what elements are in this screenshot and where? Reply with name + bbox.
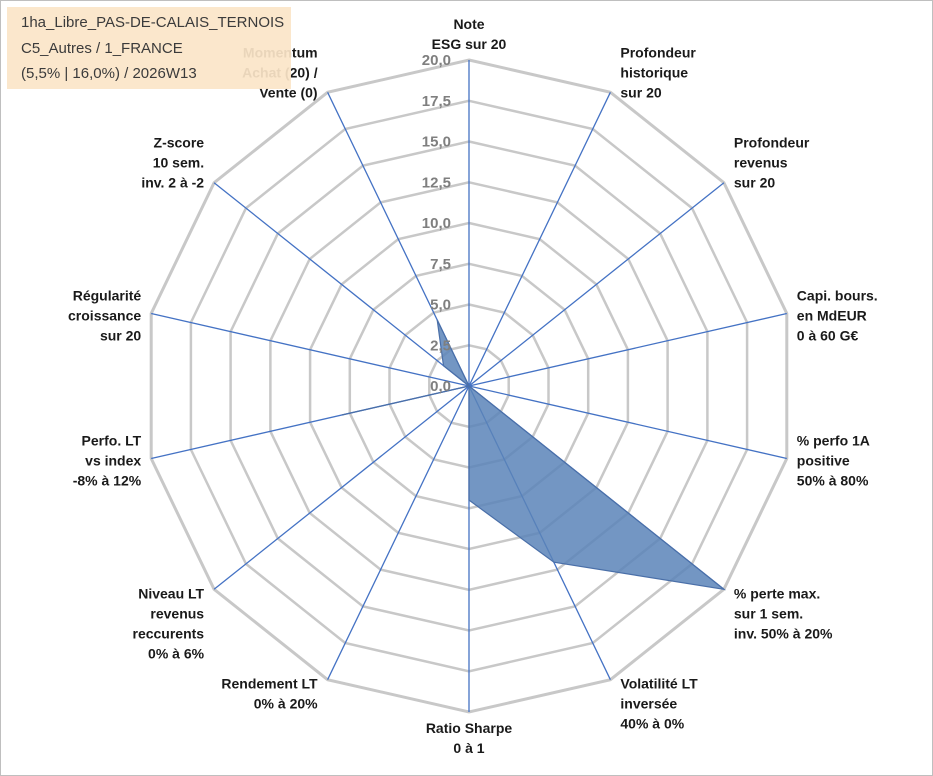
tick-label: 15,0 <box>422 134 451 151</box>
axis-label: Régularité croissance sur 20 <box>68 288 141 344</box>
axis-label-line: reccurents <box>133 625 205 641</box>
tick-label: 20,0 <box>422 52 451 69</box>
axis-label-line: 0 à 1 <box>453 740 484 756</box>
tick-label: 7,5 <box>430 256 451 273</box>
axis-label-line: Perfo. LT <box>82 433 142 449</box>
axis-label-line: positive <box>797 453 850 469</box>
axis-label-line: Z-score <box>154 135 205 151</box>
axis-label-line: % perfo 1A <box>797 433 870 449</box>
axis-spoke <box>468 312 787 387</box>
axis-label-line: sur 1 sem. <box>734 605 803 621</box>
axis-label: Z-score 10 sem. inv. 2 à -2 <box>141 135 204 191</box>
axis-label-line: 0 à 60 G€ <box>797 328 859 344</box>
axis-label-line: sur 20 <box>734 175 775 191</box>
axis-label-line: sur 20 <box>620 84 661 100</box>
axis-label-line: en MdEUR <box>797 308 867 324</box>
axis-label-line: Volatilité LT <box>620 676 698 692</box>
axis-label-line: % perte max. <box>734 585 820 601</box>
axis-label-line: historique <box>620 64 688 80</box>
tick-label: 5,0 <box>430 297 451 314</box>
tick-label: 12,5 <box>422 174 451 191</box>
axis-label: % perfo 1A positive 50% à 80% <box>797 433 870 489</box>
axis-spoke <box>468 182 725 387</box>
axis-label: Rendement LT 0% à 20% <box>221 676 318 712</box>
axis-spoke <box>213 385 470 590</box>
axis-label-line: vs index <box>85 453 141 469</box>
axis-label-line: 0% à 6% <box>148 645 205 661</box>
tick-label: 10,0 <box>422 215 451 232</box>
axis-label: Profondeur revenus sur 20 <box>734 135 810 191</box>
radial-tick-labels: 0,0 2,5 5,0 7,5 10,0 12,5 15,0 17,5 20,0 <box>422 52 451 395</box>
axis-label-line: revenus <box>734 155 788 171</box>
axis-label: Niveau LT revenus reccurents 0% à 6% <box>133 585 205 661</box>
axis-label-line: 10 sem. <box>153 155 204 171</box>
axis-label-line: sur 20 <box>100 328 141 344</box>
info-line-1: 1ha_Libre_PAS-DE-CALAIS_TERNOIS <box>21 14 285 31</box>
axis-label-line: Capi. bours. <box>797 288 878 304</box>
axis-spoke <box>327 385 470 680</box>
axis-label-line: Note <box>453 16 484 32</box>
axis-label-line: inversée <box>620 696 677 712</box>
axis-label-line: inv. 50% à 20% <box>734 625 833 641</box>
axis-label: Capi. bours. en MdEUR 0 à 60 G€ <box>797 288 878 344</box>
axis-label-line: 0% à 20% <box>254 696 318 712</box>
axis-label: Profondeur historique sur 20 <box>620 44 696 100</box>
axis-spoke <box>468 92 611 387</box>
axis-label: % perte max. sur 1 sem. inv. 50% à 20% <box>734 585 833 641</box>
axis-label-line: Niveau LT <box>138 585 204 601</box>
tick-label: 2,5 <box>430 337 451 354</box>
axis-label-line: 50% à 80% <box>797 473 869 489</box>
info-box: 1ha_Libre_PAS-DE-CALAIS_TERNOIS C5_Autre… <box>7 7 291 89</box>
tick-label: 0,0 <box>430 378 451 395</box>
axis-label-line: ESG sur 20 <box>432 36 507 52</box>
axis-label-line: Profondeur <box>620 44 696 60</box>
info-line-3: (5,5% | 16,0%) / 2026W13 <box>21 65 197 82</box>
axis-labels: Note ESG sur 20 Profondeur historique sur 20… <box>68 16 878 756</box>
axis-label-line: Profondeur <box>734 135 810 151</box>
info-line-2: C5_Autres / 1_FRANCE <box>21 40 183 57</box>
axis-label-line: revenus <box>150 605 204 621</box>
axis-label-line: Rendement LT <box>221 676 318 692</box>
axis-label: Volatilité LT inversée 40% à 0% <box>620 676 698 732</box>
axis-label: Ratio Sharpe 0 à 1 <box>426 720 513 756</box>
axis-label-line: inv. 2 à -2 <box>141 175 204 191</box>
axis-spoke <box>213 182 470 387</box>
axis-label-line: Ratio Sharpe <box>426 720 513 736</box>
tick-label: 17,5 <box>422 93 451 110</box>
axis-label: Perfo. LT vs index -8% à 12% <box>73 433 142 489</box>
axis-label-line: croissance <box>68 308 141 324</box>
axis-label: Note ESG sur 20 <box>432 16 507 52</box>
axis-label-line: Régularité <box>73 288 142 304</box>
axis-spoke <box>468 385 787 460</box>
axis-spoke <box>151 312 470 387</box>
axis-label-line: 40% à 0% <box>620 716 684 732</box>
series-area <box>341 319 727 591</box>
axis-label-line: -8% à 12% <box>73 473 142 489</box>
